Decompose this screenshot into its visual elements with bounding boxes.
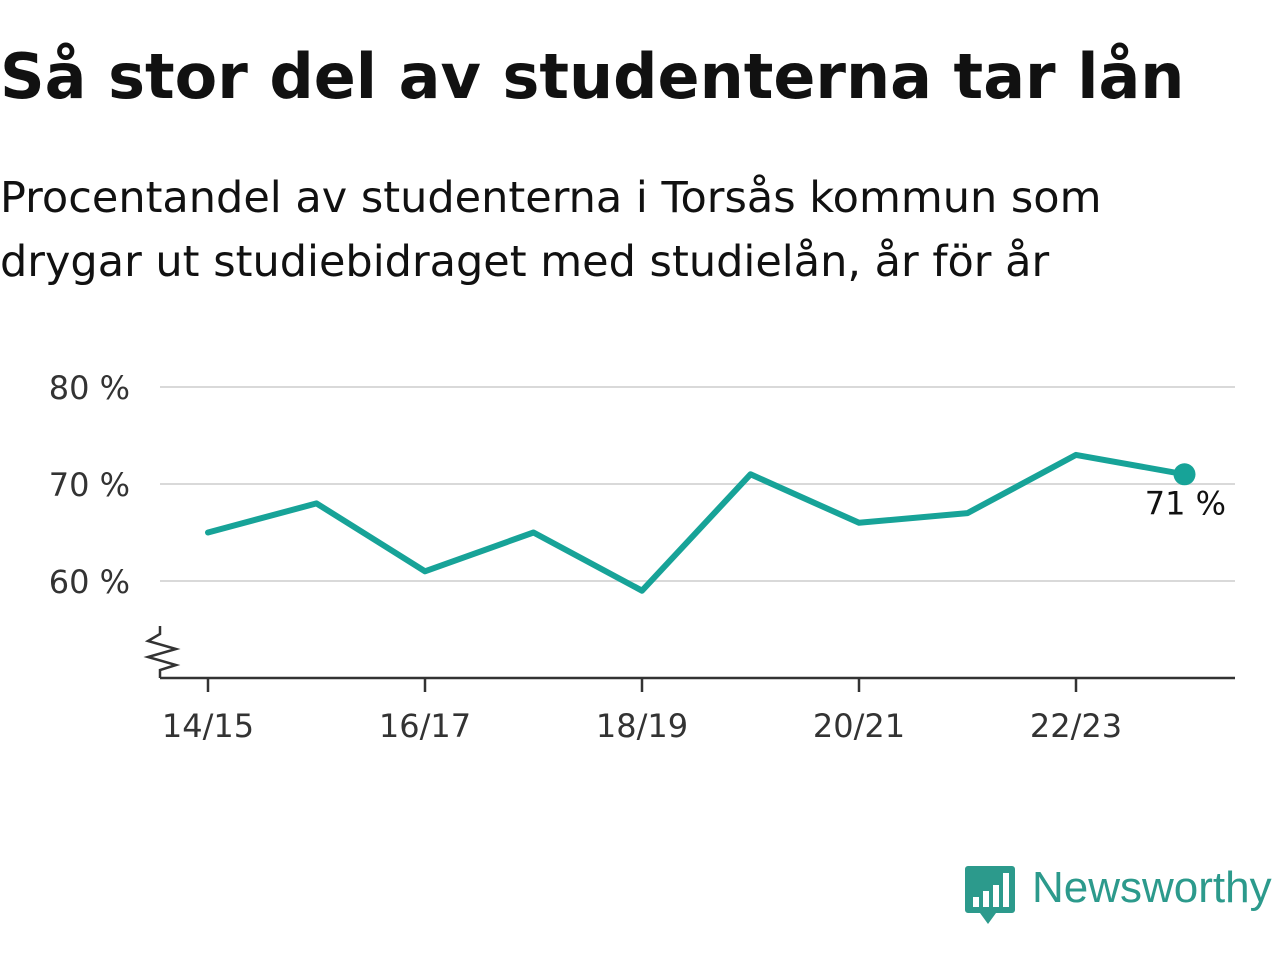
data-point xyxy=(205,530,211,536)
y-tick-label: 70 % xyxy=(49,466,130,504)
bar-chart-speech-bubble-icon xyxy=(965,866,1015,924)
y-tick-label: 80 % xyxy=(49,369,130,407)
x-tick-label: 22/23 xyxy=(1030,707,1122,745)
data-point xyxy=(314,500,320,506)
data-point xyxy=(856,520,862,526)
x-tick-label: 18/19 xyxy=(596,707,688,745)
chart-subtitle: Procentandel av studenterna i Torsås kom… xyxy=(0,166,1240,294)
last-value-label: 71 % xyxy=(1145,484,1226,522)
x-tick-label: 16/17 xyxy=(379,707,471,745)
x-tick-label: 14/15 xyxy=(162,707,254,745)
x-tick-label: 20/21 xyxy=(813,707,905,745)
subtitle-line-2: drygar ut studiebidraget med studielån, … xyxy=(0,237,1050,287)
data-point xyxy=(639,588,645,594)
chart-title: Så stor del av studenterna tar lån xyxy=(0,40,1185,113)
axis-break-icon xyxy=(143,626,181,678)
last-point-marker xyxy=(1173,463,1196,486)
subtitle-line-1: Procentandel av studenterna i Torsås kom… xyxy=(0,173,1102,223)
y-tick-label: 60 % xyxy=(49,563,130,601)
grid-lines xyxy=(160,386,1235,582)
data-point xyxy=(748,471,754,477)
data-point xyxy=(422,568,428,574)
series: 71 % xyxy=(205,451,1226,594)
y-axis-labels: 60 % 70 % 80 % xyxy=(49,369,130,601)
series-line xyxy=(205,451,1188,594)
newsworthy-logo: Newsworthy xyxy=(964,862,1274,926)
brand-name: Newsworthy xyxy=(1032,863,1272,912)
x-axis: 14/15 16/17 18/19 20/21 22/23 xyxy=(143,626,1235,745)
data-point xyxy=(1073,452,1079,458)
data-point xyxy=(965,510,971,516)
data-point xyxy=(531,530,537,536)
